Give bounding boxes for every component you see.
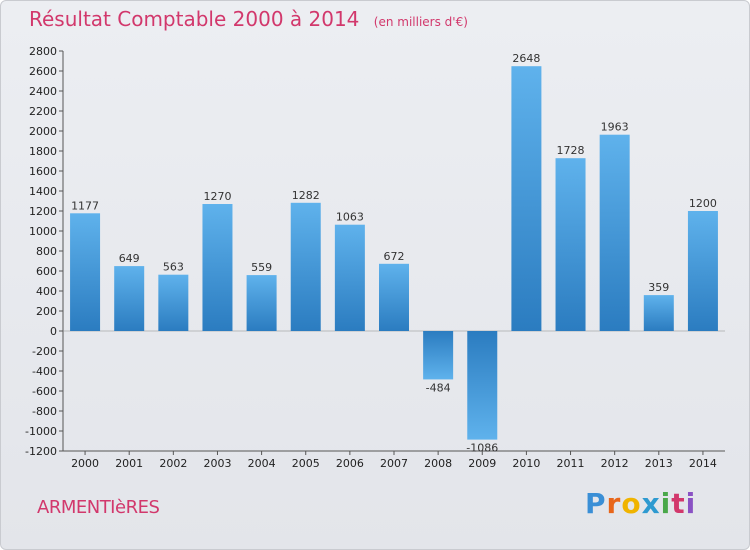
x-tick-label: 2002 [159, 457, 187, 470]
y-tick-label: 1800 [29, 145, 57, 158]
bar-2012 [599, 134, 630, 331]
x-tick-label: 2004 [248, 457, 276, 470]
x-tick-label: 2012 [601, 457, 629, 470]
bar-value-label: 1963 [601, 121, 629, 134]
x-tick-label: 2009 [468, 457, 496, 470]
bar-value-label: 1282 [292, 189, 320, 202]
chart-title-text: Résultat Comptable 2000 à 2014 [29, 7, 360, 31]
axes: -1200 -1000 -800 -600 -400 -200 0 200 400 600 800 1… [25, 45, 725, 470]
bar-value-label: 2648 [512, 52, 540, 65]
logo-letter: t [671, 487, 686, 520]
chart-title: Résultat Comptable 2000 à 2014 (en milli… [29, 7, 468, 31]
bar-value-label: 672 [384, 250, 405, 263]
y-tick-label: 1000 [29, 225, 57, 238]
y-tick-label: 1600 [29, 165, 57, 178]
x-tick-label: 2005 [292, 457, 320, 470]
x-tick-label: 2010 [512, 457, 540, 470]
y-tick-label: -600 [32, 385, 57, 398]
bar-value-label: 563 [163, 261, 184, 274]
x-tick-label: 2000 [71, 457, 99, 470]
y-tick-label: -400 [32, 365, 57, 378]
city-name: ARMENTIèRES [37, 497, 160, 518]
bar-value-label: 359 [648, 281, 669, 294]
bar-value-label: -1086 [466, 442, 498, 455]
bar-2000 [70, 213, 101, 331]
x-tick-label: 2008 [424, 457, 452, 470]
logo-letter: P [585, 487, 607, 520]
bar-value-label: 1063 [336, 211, 364, 224]
bar-labels-group: 1177 649 563 1270 559 1282 1063 672 -484 -1086 264… [71, 52, 717, 454]
y-tick-label: 2400 [29, 85, 57, 98]
y-tick-label: 2200 [29, 105, 57, 118]
bar-2005 [290, 202, 321, 331]
logo-letter: x [641, 487, 661, 520]
bar-value-label: 1270 [203, 190, 231, 203]
bars-group [70, 66, 718, 440]
bar-2006 [334, 224, 365, 331]
bar-value-label: 1728 [557, 144, 585, 157]
x-tick-label: 2006 [336, 457, 364, 470]
x-tick-label: 2014 [689, 457, 717, 470]
y-tick-label: 600 [36, 265, 57, 278]
chart-subtitle: (en milliers d'€) [373, 15, 468, 29]
bar-value-label: 649 [119, 252, 140, 265]
bar-2013 [643, 295, 674, 331]
logo-letter: i [660, 487, 672, 520]
bar-2010 [511, 66, 542, 331]
y-tick-label: 0 [50, 325, 57, 338]
bar-value-label: -484 [426, 381, 451, 394]
y-tick-label: -200 [32, 345, 57, 358]
bar-2002 [158, 274, 189, 331]
x-tick-label: 2003 [203, 457, 231, 470]
y-tick-label: 2800 [29, 45, 57, 58]
y-tick-label: 2000 [29, 125, 57, 138]
bar-2008 [423, 331, 454, 380]
y-tick-label: 200 [36, 305, 57, 318]
y-tick-label: -1200 [25, 445, 57, 458]
x-tick-label: 2001 [115, 457, 143, 470]
bar-value-label: 559 [251, 261, 272, 274]
y-tick-label: 400 [36, 285, 57, 298]
logo-letter: i [685, 487, 697, 520]
x-tick-label: 2013 [645, 457, 673, 470]
proxiti-logo: Proxiti [585, 487, 696, 520]
bar-value-label: 1177 [71, 199, 99, 212]
y-tick-label: 2600 [29, 65, 57, 78]
bar-2001 [114, 266, 145, 331]
bar-2014 [687, 211, 718, 331]
x-tick-label: 2011 [557, 457, 585, 470]
y-tick-label: -1000 [25, 425, 57, 438]
x-tick-label: 2007 [380, 457, 408, 470]
y-tick-label: 1400 [29, 185, 57, 198]
bar-value-label: 1200 [689, 197, 717, 210]
logo-letter: r [606, 487, 622, 520]
bar-2004 [246, 275, 277, 331]
logo-letter: o [621, 487, 642, 520]
bar-2003 [202, 204, 233, 331]
y-tick-label: -800 [32, 405, 57, 418]
y-tick-label: 800 [36, 245, 57, 258]
y-tick-label: 1200 [29, 205, 57, 218]
bar-2009 [467, 331, 498, 440]
bar-2011 [555, 158, 586, 331]
bar-2007 [379, 263, 409, 331]
